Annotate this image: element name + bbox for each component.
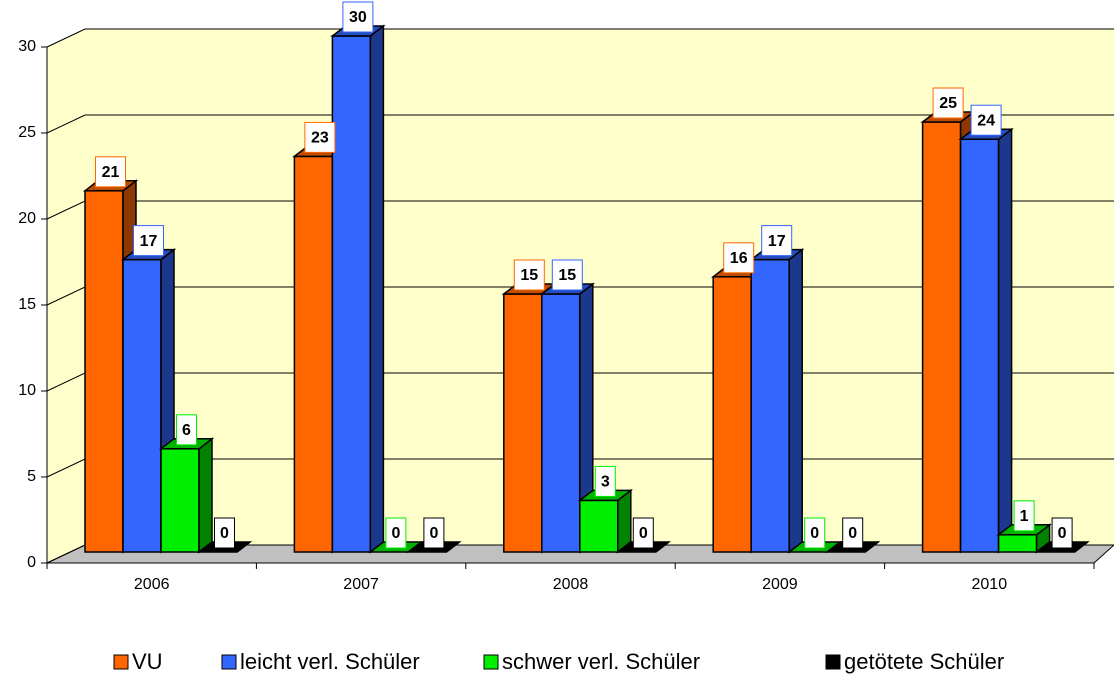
- data-label-box: [804, 517, 826, 549]
- data-label: 25: [939, 95, 957, 112]
- legend-label: getötete Schüler: [844, 649, 1004, 674]
- data-label-box: [214, 517, 235, 549]
- data-label-box: [133, 225, 164, 257]
- bar-side: [997, 127, 1013, 554]
- bar-side: [369, 24, 385, 554]
- bar-front: [122, 258, 162, 553]
- bar-front: [959, 138, 1000, 553]
- data-label: 23: [311, 130, 329, 147]
- data-label-box: [632, 517, 654, 549]
- data-label-box: [1051, 517, 1073, 549]
- bar: [748, 248, 805, 554]
- data-label-box: [423, 517, 445, 549]
- bar: [330, 24, 386, 554]
- bar-front: [997, 534, 1038, 553]
- grid-line: [46, 114, 1114, 134]
- data-label: 6: [182, 422, 191, 439]
- data-label-box: [176, 414, 197, 446]
- x-tick-label: 2009: [762, 576, 798, 593]
- data-label-box: [342, 1, 374, 33]
- data-label-box: [513, 259, 545, 291]
- x-tick-label: 2007: [343, 576, 379, 593]
- bar-front: [84, 190, 124, 553]
- bar: [577, 488, 634, 554]
- bar-front: [331, 35, 372, 553]
- y-tick-label: 10: [18, 382, 36, 399]
- x-tick-label: 2006: [134, 576, 170, 593]
- data-label: 17: [768, 233, 786, 250]
- data-label: 0: [391, 525, 400, 542]
- bar-front: [750, 258, 790, 553]
- bar-side: [198, 437, 213, 554]
- data-label-box: [594, 465, 616, 497]
- y-tick-label: 5: [27, 468, 36, 485]
- bar-front: [160, 448, 200, 553]
- legend-swatch: [825, 654, 841, 670]
- data-label: 0: [810, 525, 819, 542]
- data-label: 0: [1058, 525, 1067, 542]
- y-tick-label: 25: [18, 124, 36, 141]
- legend-swatch: [113, 654, 129, 670]
- y-tick-label: 15: [18, 296, 36, 313]
- data-label: 16: [730, 250, 748, 267]
- legend-label: schwer verl. Schüler: [502, 649, 700, 674]
- data-label: 0: [639, 525, 648, 542]
- data-label-box: [1013, 500, 1035, 532]
- data-label: 1: [1020, 508, 1029, 525]
- data-label-box: [723, 242, 755, 274]
- data-label: 0: [429, 525, 438, 542]
- data-label: 3: [601, 474, 610, 491]
- bar: [958, 127, 1014, 554]
- bar-front: [579, 499, 619, 553]
- data-label-box: [95, 156, 126, 188]
- data-label-box: [761, 225, 793, 257]
- data-label: 0: [220, 525, 229, 542]
- data-label-box: [842, 517, 864, 549]
- data-label: 30: [349, 9, 367, 26]
- x-tick-label: 2010: [972, 576, 1008, 593]
- y-tick-label: 30: [18, 38, 36, 55]
- data-label-box: [304, 121, 336, 153]
- bar-front: [503, 293, 543, 553]
- bar-front: [712, 276, 752, 553]
- x-tick-label: 2008: [553, 576, 589, 593]
- legend-label: leicht verl. Schüler: [240, 649, 420, 674]
- bar-front: [541, 293, 581, 553]
- data-label: 24: [977, 112, 995, 129]
- legend-swatch: [221, 654, 237, 670]
- legend-label: VU: [132, 649, 163, 674]
- data-label: 17: [140, 233, 158, 250]
- data-label: 15: [520, 267, 538, 284]
- data-label-box: [970, 104, 1002, 136]
- data-label: 0: [848, 525, 857, 542]
- data-label: 21: [102, 164, 120, 181]
- grid-line: [46, 28, 1114, 48]
- data-label: 15: [558, 267, 576, 284]
- data-label-box: [385, 517, 407, 549]
- data-label-box: [932, 87, 964, 119]
- data-label-box: [551, 259, 583, 291]
- bar-side: [788, 248, 803, 554]
- y-tick-label: 20: [18, 210, 36, 227]
- bar-front: [921, 121, 962, 553]
- legend-swatch: [483, 654, 499, 670]
- bar: [158, 437, 215, 554]
- bar-front: [293, 155, 334, 553]
- y-tick-label: 0: [27, 554, 36, 571]
